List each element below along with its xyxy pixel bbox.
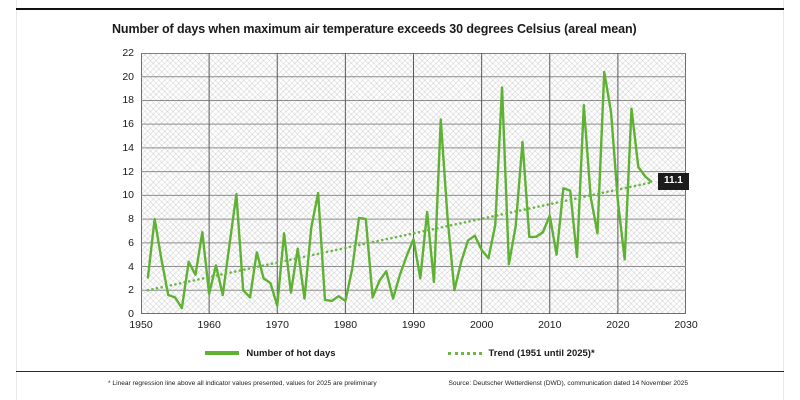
chart-legend: Number of hot days Trend (1951 until 202… (16, 340, 784, 366)
x-axis-tick-label: 2030 (674, 319, 698, 331)
top-rule (16, 8, 784, 10)
y-axis-tick-label: 22 (122, 47, 134, 59)
y-axis-tick-label: 16 (122, 118, 134, 131)
plot-svg (141, 53, 686, 314)
x-axis-tick-label: 1990 (401, 319, 426, 331)
y-axis-tick-label: 14 (122, 141, 134, 154)
y-axis-tick-label: 0 (128, 308, 134, 320)
legend-item-trend[interactable]: Trend (1951 until 2025)* (447, 347, 595, 359)
right-gutter (783, 0, 800, 400)
y-axis-tick-label: 12 (122, 165, 134, 178)
x-axis-tick-label: 2000 (469, 319, 494, 331)
y-axis-tick-label: 8 (128, 213, 134, 226)
x-axis-tick-label: 1960 (197, 319, 221, 331)
x-axis-tick-label: 1950 (129, 319, 153, 331)
x-axis-tick-label: 2010 (538, 319, 562, 331)
y-axis-tick-label: 18 (122, 94, 134, 107)
source-text: Source: Deutscher Wetterdienst (DWD), co… (448, 380, 688, 387)
y-axis-tick-label: 4 (128, 260, 134, 273)
legend-label-series: Number of hot days (246, 347, 336, 359)
x-axis-tick-label: 1980 (333, 319, 358, 331)
footnote-text: * Linear regression line above all indic… (108, 380, 377, 387)
y-axis-tick-label: 6 (128, 236, 134, 249)
plot-area (141, 53, 686, 314)
solid-line-icon (205, 351, 240, 355)
dotted-line-icon (447, 351, 482, 355)
y-axis-tick-label: 2 (128, 284, 134, 297)
legend-item-series[interactable]: Number of hot days (205, 347, 336, 359)
y-axis-tick-label: 20 (122, 70, 134, 83)
chart-title: Number of days when maximum air temperat… (112, 22, 637, 36)
x-axis-tick-label: 2020 (606, 319, 630, 331)
legend-label-trend: Trend (1951 until 2025)* (488, 347, 595, 359)
x-axis-tick-label: 1970 (265, 319, 289, 331)
bottom-rule (16, 371, 784, 372)
x-axis-ticks: 1950 1960 1970 1980 1990 2000 2010 2020 2030 (129, 319, 697, 335)
latest-value-callout: 11.1 (657, 173, 689, 191)
y-axis-ticks: 0 2 4 6 8 10 12 14 16 18 20 22 (108, 47, 134, 320)
left-gutter (0, 0, 17, 400)
y-axis-tick-label: 10 (122, 189, 134, 202)
